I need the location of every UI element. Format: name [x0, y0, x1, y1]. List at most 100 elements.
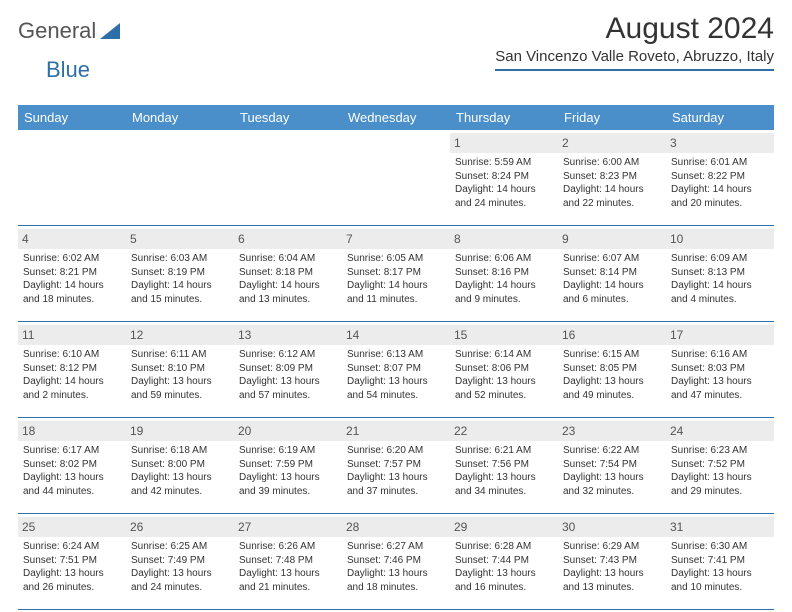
sunrise-text: Sunrise: 6:20 AM — [347, 444, 445, 458]
daylight-text: Daylight: 13 hours and 47 minutes. — [671, 375, 769, 402]
sunrise-text: Sunrise: 6:30 AM — [671, 540, 769, 554]
daylight-text: Daylight: 14 hours and 22 minutes. — [563, 183, 661, 210]
sunrise-text: Sunrise: 6:18 AM — [131, 444, 229, 458]
sunrise-text: Sunrise: 6:06 AM — [455, 252, 553, 266]
sunset-text: Sunset: 8:06 PM — [455, 362, 553, 376]
sunset-text: Sunset: 7:59 PM — [239, 458, 337, 472]
calendar-day-cell: 24Sunrise: 6:23 AMSunset: 7:52 PMDayligh… — [666, 418, 774, 514]
calendar-day-cell: 28 Sunrise: 6:27 AMSunset: 7:46 PMDayligh… — [342, 514, 450, 610]
calendar-day-cell: 18Sunrise: 6:17 AMSunset: 8:02 PMDayligh… — [18, 418, 126, 514]
day-number: 27 — [234, 517, 342, 537]
calendar-day-cell: 8Sunrise: 6:06 AMSunset: 8:16 PMDaylight… — [450, 226, 558, 322]
day-number: 20 — [234, 421, 342, 441]
calendar-day-cell: 4Sunrise: 6:02 AMSunset: 8:21 PMDaylight… — [18, 226, 126, 322]
daylight-text: Daylight: 13 hours and 13 minutes. — [563, 567, 661, 594]
logo-triangle-icon — [100, 23, 120, 39]
day-number: 3 — [666, 133, 774, 153]
sunrise-text: Sunrise: 6:12 AM — [239, 348, 337, 362]
sunrise-text: Sunrise: 6:01 AM — [671, 156, 769, 170]
daylight-text: Daylight: 13 hours and 37 minutes. — [347, 471, 445, 498]
calendar-day-cell: 9Sunrise: 6:07 AMSunset: 8:14 PMDaylight… — [558, 226, 666, 322]
sunrise-text: Sunrise: 6:27 AM — [347, 540, 445, 554]
calendar-day-cell: 13Sunrise: 6:12 AMSunset: 8:09 PMDayligh… — [234, 322, 342, 418]
sunset-text: Sunset: 8:07 PM — [347, 362, 445, 376]
calendar-day-cell: 25Sunrise: 6:24 AMSunset: 7:51 PMDayligh… — [18, 514, 126, 610]
sunset-text: Sunset: 8:21 PM — [23, 266, 121, 280]
day-number: 2 — [558, 133, 666, 153]
day-number: 9 — [558, 229, 666, 249]
sunrise-text: Sunrise: 6:24 AM — [23, 540, 121, 554]
sunset-text: Sunset: 8:16 PM — [455, 266, 553, 280]
calendar-blank-cell — [342, 130, 450, 226]
calendar-day-cell: 29Sunrise: 6:28 AMSunset: 7:44 PMDayligh… — [450, 514, 558, 610]
calendar-day-cell: 19Sunrise: 6:18 AMSunset: 8:00 PMDayligh… — [126, 418, 234, 514]
sunrise-text: Sunrise: 6:25 AM — [131, 540, 229, 554]
sunrise-text: Sunrise: 6:22 AM — [563, 444, 661, 458]
sunrise-text: Sunrise: 5:59 AM — [455, 156, 553, 170]
day-number: 28 — [342, 517, 450, 537]
sunset-text: Sunset: 7:46 PM — [347, 554, 445, 568]
daylight-text: Daylight: 13 hours and 42 minutes. — [131, 471, 229, 498]
sunset-text: Sunset: 8:22 PM — [671, 170, 769, 184]
day-number: 17 — [666, 325, 774, 345]
day-number: 11 — [18, 325, 126, 345]
day-number: 14 — [342, 325, 450, 345]
day-number: 13 — [234, 325, 342, 345]
sunrise-text: Sunrise: 6:26 AM — [239, 540, 337, 554]
sunset-text: Sunset: 8:03 PM — [671, 362, 769, 376]
sunrise-text: Sunrise: 6:00 AM — [563, 156, 661, 170]
day-number: 23 — [558, 421, 666, 441]
sunset-text: Sunset: 8:23 PM — [563, 170, 661, 184]
weekday-tuesday: Tuesday — [234, 105, 342, 130]
daylight-text: Daylight: 13 hours and 54 minutes. — [347, 375, 445, 402]
calendar-day-cell: 5Sunrise: 6:03 AMSunset: 8:19 PMDaylight… — [126, 226, 234, 322]
day-number: 24 — [666, 421, 774, 441]
day-number: 31 — [666, 517, 774, 537]
weekday-wednesday: Wednesday — [342, 105, 450, 130]
calendar-day-cell: 6Sunrise: 6:04 AMSunset: 8:18 PMDaylight… — [234, 226, 342, 322]
sunrise-text: Sunrise: 6:15 AM — [563, 348, 661, 362]
day-number: 15 — [450, 325, 558, 345]
daylight-text: Daylight: 13 hours and 57 minutes. — [239, 375, 337, 402]
sunrise-text: Sunrise: 6:07 AM — [563, 252, 661, 266]
daylight-text: Daylight: 13 hours and 29 minutes. — [671, 471, 769, 498]
calendar-blank-cell — [234, 130, 342, 226]
day-number: 22 — [450, 421, 558, 441]
daylight-text: Daylight: 14 hours and 9 minutes. — [455, 279, 553, 306]
calendar-day-cell: 31Sunrise: 6:30 AMSunset: 7:41 PMDayligh… — [666, 514, 774, 610]
calendar-blank-cell — [18, 130, 126, 226]
daylight-text: Daylight: 14 hours and 4 minutes. — [671, 279, 769, 306]
calendar-day-cell: 15Sunrise: 6:14 AMSunset: 8:06 PMDayligh… — [450, 322, 558, 418]
sunset-text: Sunset: 7:56 PM — [455, 458, 553, 472]
daylight-text: Daylight: 13 hours and 39 minutes. — [239, 471, 337, 498]
day-number: 30 — [558, 517, 666, 537]
sunset-text: Sunset: 7:49 PM — [131, 554, 229, 568]
calendar-day-cell: 21 Sunrise: 6:20 AMSunset: 7:57 PMDayligh… — [342, 418, 450, 514]
calendar-day-cell: 10Sunrise: 6:09 AMSunset: 8:13 PMDayligh… — [666, 226, 774, 322]
calendar-day-cell: 11Sunrise: 6:10 AMSunset: 8:12 PMDayligh… — [18, 322, 126, 418]
sunset-text: Sunset: 8:10 PM — [131, 362, 229, 376]
daylight-text: Daylight: 13 hours and 32 minutes. — [563, 471, 661, 498]
sunset-text: Sunset: 8:18 PM — [239, 266, 337, 280]
day-number: 26 — [126, 517, 234, 537]
calendar-day-cell: 30Sunrise: 6:29 AMSunset: 7:43 PMDayligh… — [558, 514, 666, 610]
calendar-day-cell: 16Sunrise: 6:15 AMSunset: 8:05 PMDayligh… — [558, 322, 666, 418]
weekday-saturday: Saturday — [666, 105, 774, 130]
daylight-text: Daylight: 13 hours and 18 minutes. — [347, 567, 445, 594]
sunrise-text: Sunrise: 6:02 AM — [23, 252, 121, 266]
day-number: 21 — [342, 421, 450, 441]
day-number: 1 — [450, 133, 558, 153]
sunset-text: Sunset: 7:57 PM — [347, 458, 445, 472]
weekday-thursday: Thursday — [450, 105, 558, 130]
sunset-text: Sunset: 7:54 PM — [563, 458, 661, 472]
sunrise-text: Sunrise: 6:14 AM — [455, 348, 553, 362]
weekday-header-row: Sunday Monday Tuesday Wednesday Thursday… — [18, 105, 774, 130]
day-number: 5 — [126, 229, 234, 249]
sunset-text: Sunset: 7:41 PM — [671, 554, 769, 568]
calendar-blank-cell — [126, 130, 234, 226]
daylight-text: Daylight: 14 hours and 13 minutes. — [239, 279, 337, 306]
weekday-sunday: Sunday — [18, 105, 126, 130]
daylight-text: Daylight: 13 hours and 24 minutes. — [131, 567, 229, 594]
day-number: 10 — [666, 229, 774, 249]
day-number: 7 — [342, 229, 450, 249]
